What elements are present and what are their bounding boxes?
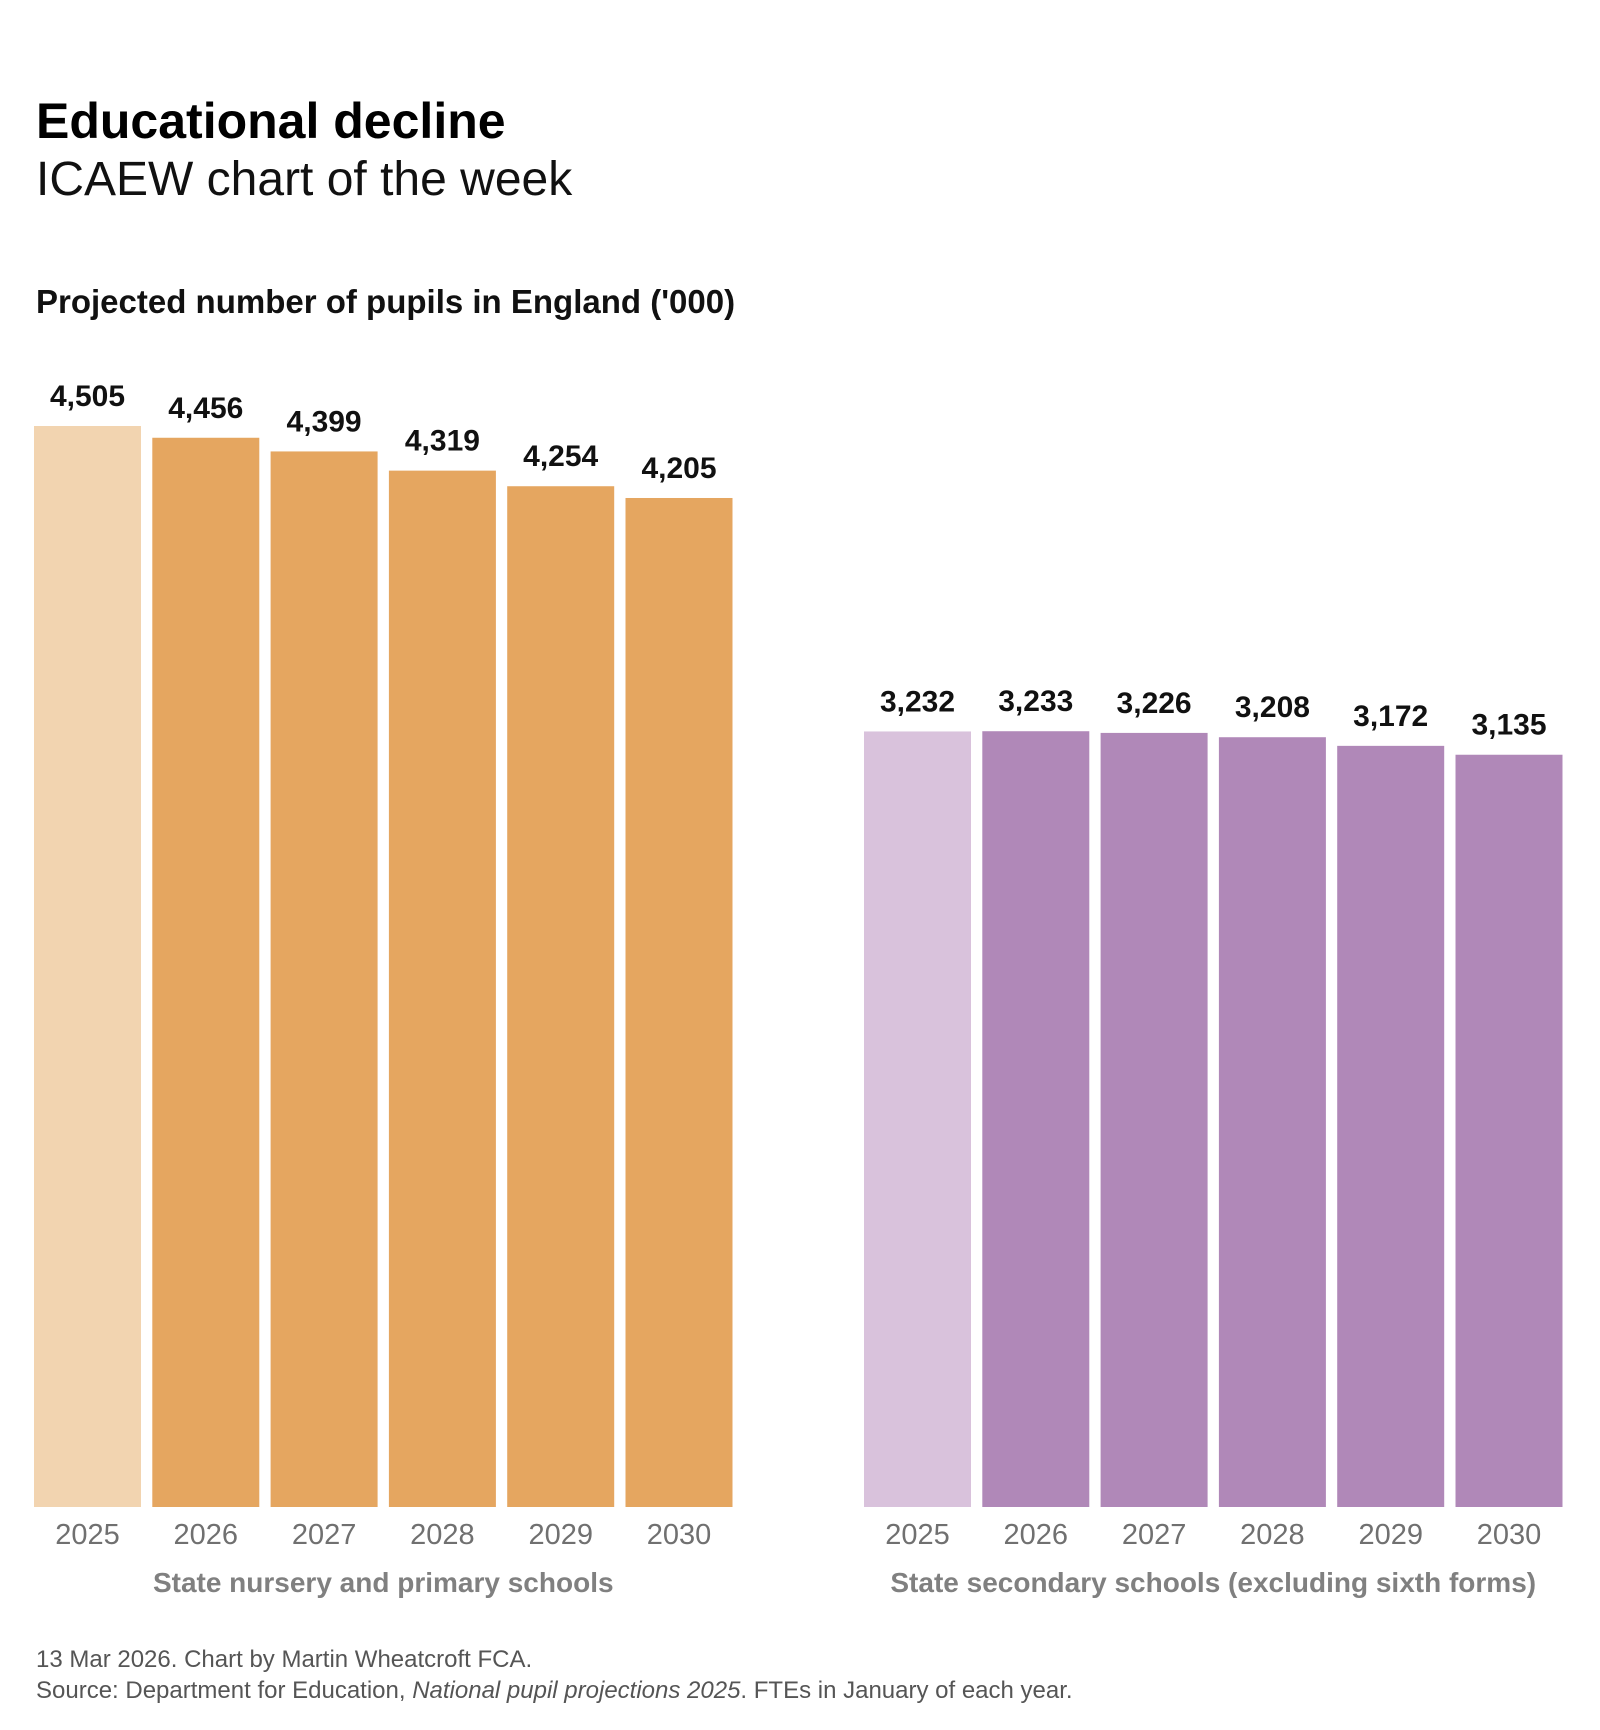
- data-label: 3,208: [1235, 691, 1310, 724]
- bar-0-2026: [152, 437, 260, 1507]
- source-prefix: Source: Department for Education,: [36, 1677, 413, 1704]
- x-tick-label: 2027: [1122, 1519, 1187, 1551]
- x-tick-label: 2026: [1004, 1519, 1069, 1551]
- x-tick-label: 2029: [1358, 1519, 1423, 1551]
- group-label: State secondary schools (excluding sixth…: [890, 1567, 1536, 1598]
- bar-1-2027: [1100, 732, 1208, 1507]
- bar-1-2026: [982, 731, 1090, 1507]
- bar-0-2027: [270, 451, 378, 1507]
- x-tick-label: 2028: [410, 1519, 475, 1551]
- footer-source: Source: Department for Education, Nation…: [36, 1677, 1073, 1705]
- x-tick-label: 2030: [647, 1519, 712, 1551]
- bar-0-2030: [625, 497, 733, 1507]
- x-tick-label: 2025: [885, 1519, 950, 1551]
- x-tick-label: 2028: [1240, 1519, 1305, 1551]
- data-label: 4,399: [287, 405, 362, 438]
- source-suffix: . FTEs in January of each year.: [740, 1677, 1073, 1704]
- x-tick-label: 2027: [292, 1519, 357, 1551]
- data-label: 3,172: [1353, 700, 1428, 733]
- data-label: 4,319: [405, 425, 480, 458]
- x-tick-label: 2029: [528, 1519, 593, 1551]
- footer-credit: 13 Mar 2026. Chart by Martin Wheatcroft …: [36, 1646, 533, 1673]
- data-label: 4,456: [168, 392, 243, 425]
- data-label: 3,135: [1471, 709, 1546, 742]
- source-title: National pupil projections 2025: [412, 1677, 741, 1704]
- data-label: 3,232: [880, 685, 955, 718]
- data-label: 4,505: [50, 380, 125, 413]
- bar-1-2029: [1337, 745, 1445, 1507]
- data-label: 4,205: [641, 452, 716, 485]
- bar-1-2030: [1455, 754, 1563, 1507]
- x-tick-label: 2025: [55, 1519, 120, 1551]
- group-label: State nursery and primary schools: [153, 1567, 614, 1598]
- bar-0-2028: [388, 470, 496, 1508]
- bar-1-2028: [1218, 737, 1326, 1507]
- bar-1-2025: [864, 731, 971, 1507]
- data-label: 4,254: [523, 440, 598, 473]
- data-label: 3,226: [1117, 687, 1192, 720]
- chart-heading: Projected number of pupils in England ('…: [36, 283, 736, 320]
- bar-0-2025: [34, 426, 141, 1507]
- chart-title: Educational decline: [36, 93, 506, 149]
- x-tick-label: 2026: [174, 1519, 239, 1551]
- x-tick-label: 2030: [1477, 1519, 1542, 1551]
- chart-subtitle: ICAEW chart of the week: [36, 153, 573, 206]
- data-label: 3,233: [998, 685, 1073, 718]
- bar-0-2029: [507, 486, 615, 1507]
